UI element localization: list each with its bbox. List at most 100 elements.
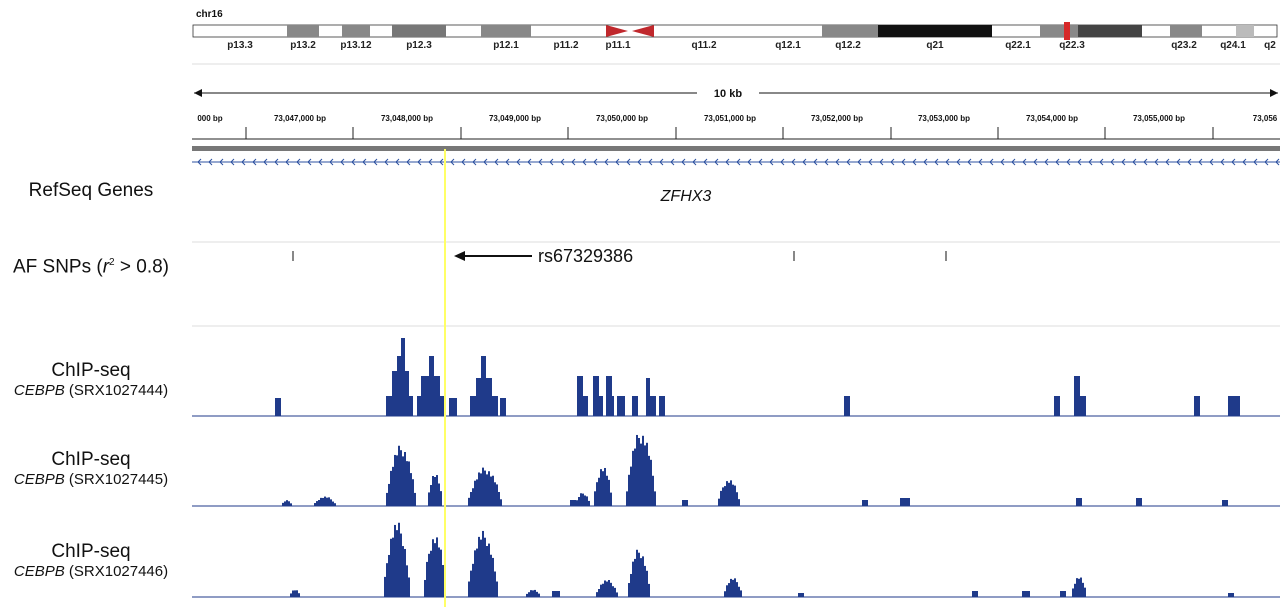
signal-bar [332, 501, 334, 506]
signal-bar [532, 590, 534, 597]
chip2-track-title[interactable]: ChIP-seq [51, 449, 131, 470]
signal-bar [626, 491, 628, 506]
signal-bar [328, 497, 330, 506]
band-label: q11.2 [691, 40, 716, 51]
signal-bar [282, 502, 284, 506]
data-panel[interactable]: chr16 p13.3 p13.2 p13.12 p12.3 p12.1 p11… [192, 0, 1280, 607]
signal-bar [646, 570, 648, 597]
ruler-tick-label: 73,051,000 bp [704, 114, 756, 123]
chip1-track-title[interactable]: ChIP-seq [51, 360, 131, 381]
signal-bar [728, 583, 730, 597]
signal-bar [284, 501, 286, 506]
strand-chevron-icon [769, 158, 774, 166]
signal-bar [492, 396, 498, 416]
strand-chevron-icon [615, 158, 620, 166]
strand-chevron-icon [1231, 158, 1236, 166]
strand-chevron-icon [263, 158, 268, 166]
strand-chevron-icon [747, 158, 752, 166]
strand-chevron-icon [208, 158, 213, 166]
signal-bar [600, 584, 602, 597]
signal-bar [386, 396, 394, 416]
signal-bar [494, 571, 496, 597]
refseq-track-label[interactable]: RefSeq Genes [28, 180, 154, 201]
signal-bar [394, 454, 396, 506]
signal-bar [1228, 593, 1234, 597]
signal-bar [400, 450, 402, 506]
strand-chevron-icon [989, 158, 994, 166]
current-region-marker[interactable] [1064, 22, 1070, 40]
zfhx3-gene-feature[interactable] [192, 158, 1280, 166]
strand-chevron-icon [219, 158, 224, 166]
chip1-signal-track[interactable] [192, 338, 1280, 417]
signal-bar [290, 593, 292, 597]
signal-bar [584, 495, 586, 506]
chip3-track-title[interactable]: ChIP-seq [51, 541, 131, 562]
signal-bar [428, 492, 430, 506]
signal-bar [600, 469, 602, 506]
strand-chevron-icon [483, 158, 488, 166]
ruler-tick-label: 73,054,000 bp [1026, 114, 1078, 123]
signal-bar [612, 586, 614, 597]
annotation-arrow-icon [454, 251, 465, 261]
chip2-signal-track[interactable] [192, 434, 1280, 507]
signal-bar [498, 492, 500, 506]
strand-chevron-icon [967, 158, 972, 166]
strand-chevron-icon [659, 158, 664, 166]
strand-chevron-icon [582, 158, 587, 166]
signal-bar [728, 482, 730, 506]
chip3-track-subtitle: CEBPB (SRX1027446) [0, 563, 182, 581]
signal-bar [586, 496, 588, 506]
signal-bar [406, 461, 408, 506]
signal-bar [400, 533, 402, 597]
ruler-tick-label: 73,056 [1253, 114, 1278, 123]
signal-bar [636, 434, 638, 506]
ideogram-band [1078, 25, 1142, 37]
signal-bar [644, 445, 646, 506]
signal-bar [486, 546, 488, 597]
signal-bar [798, 593, 804, 597]
signal-bar [606, 475, 608, 506]
span-label: 10 kb [714, 88, 742, 100]
strand-chevron-icon [868, 158, 873, 166]
signal-bar [526, 593, 528, 597]
ideogram-band [392, 25, 446, 37]
signal-bar [440, 396, 444, 416]
signal-bar [388, 554, 390, 597]
signal-bar [900, 498, 910, 506]
signal-bar [408, 577, 410, 597]
signal-bar [394, 524, 396, 597]
signal-bar [417, 396, 421, 416]
signal-bar [488, 543, 490, 597]
signal-bar [726, 585, 728, 597]
strand-chevron-icon [571, 158, 576, 166]
strand-chevron-icon [1198, 158, 1203, 166]
signal-bar [492, 475, 494, 506]
signal-bar [408, 461, 410, 506]
signal-bar [414, 492, 416, 506]
signal-bar [734, 578, 736, 597]
coordinate-ruler[interactable]: 000 bp 73,047,000 bp 73,048,000 bp 73,04… [197, 114, 1277, 123]
chip3-signal-track[interactable] [192, 522, 1280, 598]
signal-bar [334, 503, 336, 506]
chromosome-ideogram[interactable] [192, 24, 1278, 38]
signal-bar [392, 466, 394, 506]
signal-bar [528, 592, 530, 597]
signal-bar [1222, 500, 1228, 506]
gene-name-label[interactable]: ZFHX3 [660, 188, 712, 205]
strand-chevron-icon [296, 158, 301, 166]
span-arrow-left-icon [194, 89, 202, 97]
signal-bar [390, 470, 392, 506]
genome-browser-canvas[interactable]: chr16 p13.3 p13.2 p13.12 p12.3 p12.1 p11… [192, 0, 1280, 607]
signal-bar [405, 371, 409, 416]
signal-bar [646, 378, 650, 416]
signal-bar [596, 482, 598, 506]
signal-bar [736, 492, 738, 506]
signal-bar [412, 479, 414, 506]
af-snps-track-label[interactable]: AF SNPs (r2 > 0.8) [0, 252, 182, 278]
signal-bar [738, 499, 740, 506]
strand-chevron-icon [890, 158, 895, 166]
signal-bar [583, 396, 588, 416]
signal-bar [476, 548, 478, 597]
strand-chevron-icon [1165, 158, 1170, 166]
signal-bar [659, 396, 665, 416]
